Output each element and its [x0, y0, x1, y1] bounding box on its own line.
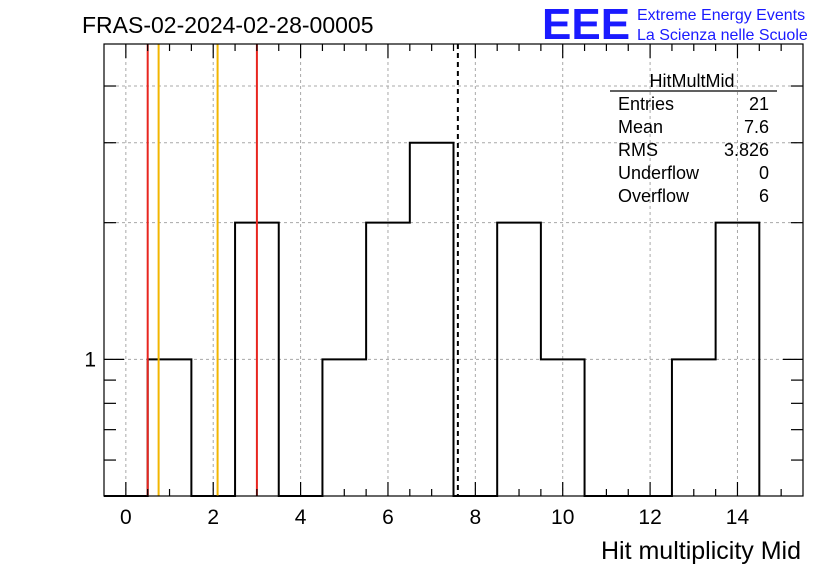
- x-tick-label: 0: [120, 506, 132, 529]
- x-tick-label: 6: [382, 506, 394, 529]
- x-tick-label: 10: [551, 506, 574, 529]
- stats-row-value: 6: [759, 186, 769, 206]
- histogram-bin: [322, 359, 366, 496]
- x-tick-label: 2: [207, 506, 219, 529]
- eee-logo: EEE Extreme Energy Events La Scienza nel…: [542, 0, 808, 49]
- histogram-bin: [148, 359, 192, 496]
- logo-line-2: La Scienza nelle Scuole: [637, 27, 808, 44]
- tick-labels: 0 2 4 6 8 10 12 14 1: [84, 348, 749, 529]
- histogram-bin: [541, 359, 585, 496]
- y-tick-label: 1: [84, 348, 96, 371]
- x-tick-label: 14: [726, 506, 750, 529]
- stats-row-label: Mean: [618, 117, 663, 137]
- stats-box: HitMultMid Entries 21 Mean 7.6 RMS 3.826 Under…: [610, 71, 777, 206]
- stats-row-label: RMS: [618, 140, 658, 160]
- stats-row-label: Overflow: [618, 186, 690, 206]
- logo-line-1: Extreme Energy Events: [637, 7, 805, 24]
- histogram-bin: [672, 359, 716, 496]
- stats-row-value: 0: [759, 163, 769, 183]
- axis-ticks: [104, 44, 803, 496]
- stats-row-value: 21: [749, 94, 769, 114]
- stats-row-label: Underflow: [618, 163, 700, 183]
- stats-row-label: Entries: [618, 94, 674, 114]
- x-tick-label: 4: [295, 506, 307, 529]
- marker-lines: [146, 44, 459, 496]
- stats-row-value: 7.6: [744, 117, 769, 137]
- x-tick-label: 8: [470, 506, 482, 529]
- stats-title: HitMultMid: [649, 71, 734, 91]
- x-tick-label: 12: [638, 506, 661, 529]
- eee-logo-mark: EEE: [542, 0, 630, 49]
- chart-title: FRAS-02-2024-02-28-00005: [82, 12, 374, 38]
- stats-row-value: 3.826: [724, 140, 769, 160]
- x-axis-label: Hit multiplicity Mid: [601, 537, 801, 565]
- histogram-bin: [410, 143, 454, 496]
